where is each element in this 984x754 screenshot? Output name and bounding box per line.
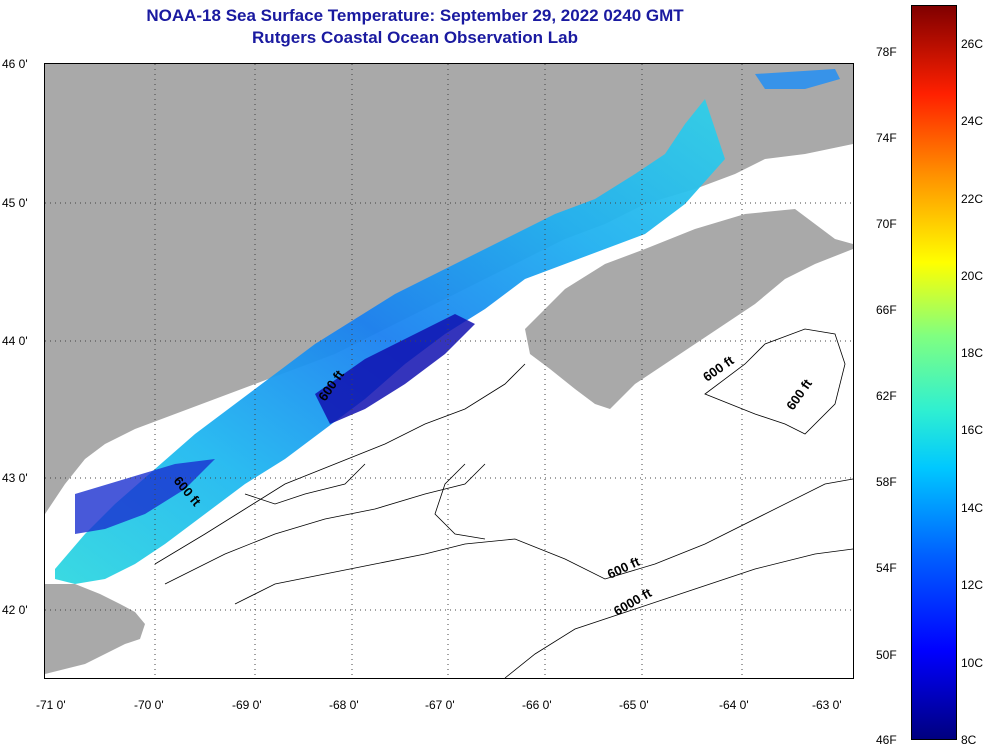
lon-tick-label: -67 0' [425,698,455,712]
colorbar-f-label: 66F [876,303,897,317]
colorbar-c-label: 20C [961,269,984,283]
lat-tick-label: 43 0' [2,471,28,485]
colorbar-f-label: 58F [876,475,897,489]
colorbar-c-label: 14C [961,501,984,515]
colorbar-c-label: 10C [961,656,984,670]
colorbar-f-label: 70F [876,217,897,231]
lon-tick-label: -71 0' [36,698,66,712]
lon-tick-label: -63 0' [812,698,842,712]
colorbar-f-label: 46F [876,733,897,747]
lon-tick-label: -66 0' [522,698,552,712]
land-cape-cod [45,584,145,674]
colorbar-c-label: 16C [961,423,984,437]
colorbar-c-label: 24C [961,114,984,128]
lon-tick-label: -69 0' [232,698,262,712]
lon-tick-label: -70 0' [134,698,164,712]
sst-map: 600 ft 600 ft 600 ft 600 ft 600 ft 6000 … [44,63,854,679]
colorbar-f-label: 78F [876,45,897,59]
colorbar-f-label: 54F [876,561,897,575]
lat-tick-label: 46 0' [2,57,28,71]
lon-tick-label: -64 0' [719,698,749,712]
lat-tick-label: 44 0' [2,334,28,348]
bathymetry-contours [154,328,853,678]
colorbar-c-label: 18C [961,346,984,360]
colorbar-c-label: 26C [961,37,984,51]
contour-label: 600 ft [783,376,815,413]
lon-tick-label: -65 0' [619,698,649,712]
sst-nw-patch [755,69,840,89]
contour-label: 600 ft [700,352,737,384]
colorbar-f-label: 74F [876,131,897,145]
colorbar-c-label: 22C [961,192,984,206]
temperature-colorbar [911,5,957,740]
colorbar-c-label: 8C [961,733,977,747]
colorbar-c-label: 12C [961,578,984,592]
colorbar-f-label: 50F [876,648,897,662]
lat-tick-label: 45 0' [2,196,28,210]
map-title: NOAA-18 Sea Surface Temperature: Septemb… [146,6,684,25]
map-subtitle: Rutgers Coastal Ocean Observation Lab [252,28,578,47]
colorbar-f-label: 62F [876,389,897,403]
contour-label: 600 ft [605,553,643,581]
map-canvas: 600 ft 600 ft 600 ft 600 ft 600 ft 6000 … [45,64,853,678]
land-nova-scotia [525,209,853,409]
lat-tick-label: 42 0' [2,603,28,617]
lon-tick-label: -68 0' [329,698,359,712]
contour-label: 6000 ft [611,585,655,619]
